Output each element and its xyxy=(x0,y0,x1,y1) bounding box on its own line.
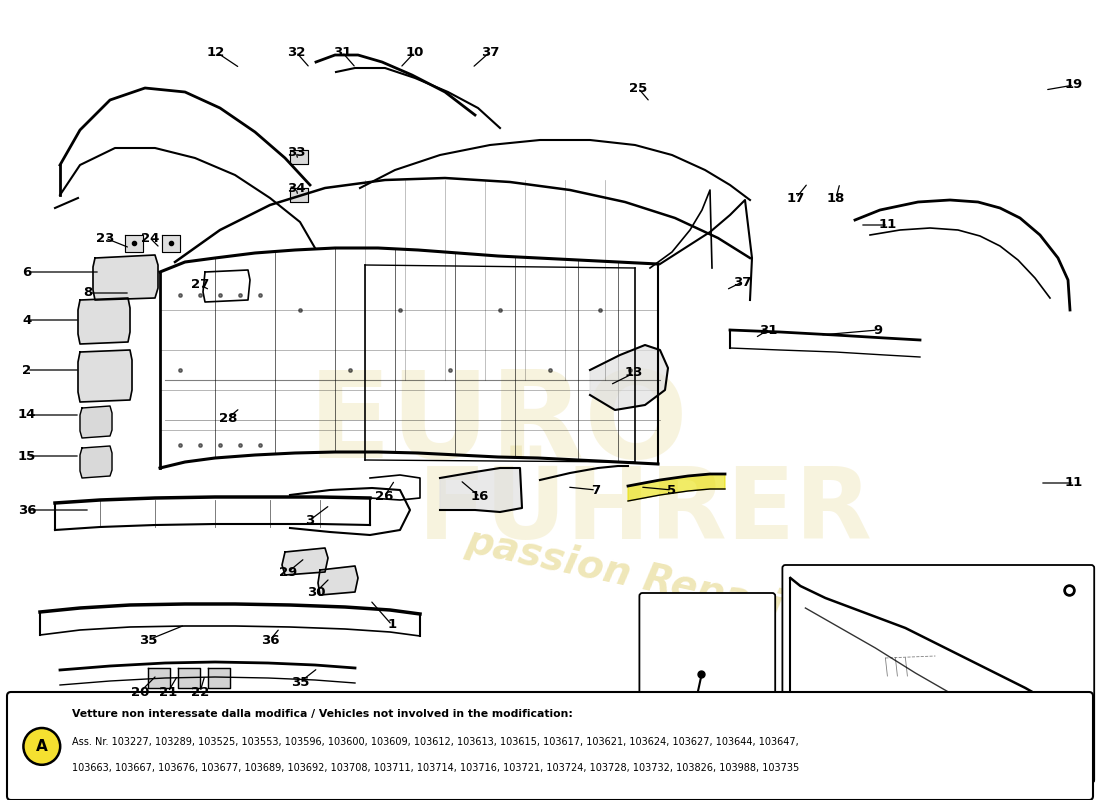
Polygon shape xyxy=(590,345,668,410)
Text: 25: 25 xyxy=(629,82,647,94)
Text: 24: 24 xyxy=(141,231,160,245)
Polygon shape xyxy=(125,235,143,252)
Polygon shape xyxy=(178,668,200,688)
Text: 16: 16 xyxy=(471,490,490,503)
Text: 1: 1 xyxy=(387,618,397,631)
Polygon shape xyxy=(78,298,130,344)
Text: 7: 7 xyxy=(592,483,601,497)
Text: 2: 2 xyxy=(22,363,32,377)
Text: 5: 5 xyxy=(668,483,676,497)
Polygon shape xyxy=(148,668,170,688)
Text: 28: 28 xyxy=(219,411,238,425)
Text: 9: 9 xyxy=(873,323,882,337)
Text: 10: 10 xyxy=(406,46,425,58)
Polygon shape xyxy=(290,150,308,164)
Text: 15: 15 xyxy=(18,450,36,462)
Text: 11: 11 xyxy=(879,218,898,231)
Polygon shape xyxy=(318,566,358,595)
Polygon shape xyxy=(628,474,725,501)
Text: 11: 11 xyxy=(1065,477,1084,490)
Text: 103663, 103667, 103676, 103677, 103689, 103692, 103708, 103711, 103714, 103716, : 103663, 103667, 103676, 103677, 103689, … xyxy=(72,763,799,773)
Polygon shape xyxy=(282,548,328,575)
Text: 8: 8 xyxy=(84,286,92,299)
Text: EURO: EURO xyxy=(308,366,689,482)
FancyBboxPatch shape xyxy=(7,692,1093,800)
Text: 13: 13 xyxy=(625,366,644,379)
Polygon shape xyxy=(290,188,308,202)
Text: 35: 35 xyxy=(290,675,309,689)
FancyBboxPatch shape xyxy=(639,593,775,763)
Circle shape xyxy=(23,728,61,765)
Text: 17: 17 xyxy=(786,191,805,205)
Text: 30: 30 xyxy=(307,586,326,598)
Text: 26: 26 xyxy=(375,490,393,503)
Text: 4: 4 xyxy=(22,314,32,326)
Text: Ass. Nr. 103227, 103289, 103525, 103553, 103596, 103600, 103609, 103612, 103613,: Ass. Nr. 103227, 103289, 103525, 103553,… xyxy=(72,737,799,746)
Text: 6: 6 xyxy=(22,266,32,278)
Text: 19: 19 xyxy=(1065,78,1084,91)
Text: 3: 3 xyxy=(306,514,315,526)
Text: 31: 31 xyxy=(333,46,351,58)
Text: 22: 22 xyxy=(191,686,209,698)
Polygon shape xyxy=(80,406,112,438)
Text: 36: 36 xyxy=(261,634,279,646)
Text: A: A xyxy=(36,739,47,754)
Text: 12: 12 xyxy=(207,46,226,58)
Text: FÜHRER: FÜHRER xyxy=(418,463,873,561)
Text: 23: 23 xyxy=(96,231,114,245)
Polygon shape xyxy=(94,255,158,300)
Text: 37: 37 xyxy=(733,275,751,289)
Text: 31: 31 xyxy=(759,323,778,337)
Text: 29: 29 xyxy=(279,566,297,578)
Text: 36: 36 xyxy=(18,503,36,517)
Text: 32: 32 xyxy=(287,46,305,58)
Text: 34: 34 xyxy=(287,182,306,194)
Polygon shape xyxy=(162,235,180,252)
Polygon shape xyxy=(80,446,112,478)
Text: 35: 35 xyxy=(139,634,157,646)
Text: 21: 21 xyxy=(158,686,177,698)
Text: 33: 33 xyxy=(287,146,306,158)
Text: passion Reparieren: passion Reparieren xyxy=(462,522,883,646)
Polygon shape xyxy=(78,350,132,402)
Text: 18: 18 xyxy=(827,191,845,205)
Text: Vetture non interessate dalla modifica / Vehicles not involved in the modificati: Vetture non interessate dalla modifica /… xyxy=(72,709,572,718)
Text: 27: 27 xyxy=(191,278,209,291)
Text: 14: 14 xyxy=(18,409,36,422)
Polygon shape xyxy=(440,468,522,512)
Polygon shape xyxy=(208,668,230,688)
FancyBboxPatch shape xyxy=(782,565,1094,783)
Text: 20: 20 xyxy=(131,686,150,698)
Text: 37: 37 xyxy=(481,46,499,58)
